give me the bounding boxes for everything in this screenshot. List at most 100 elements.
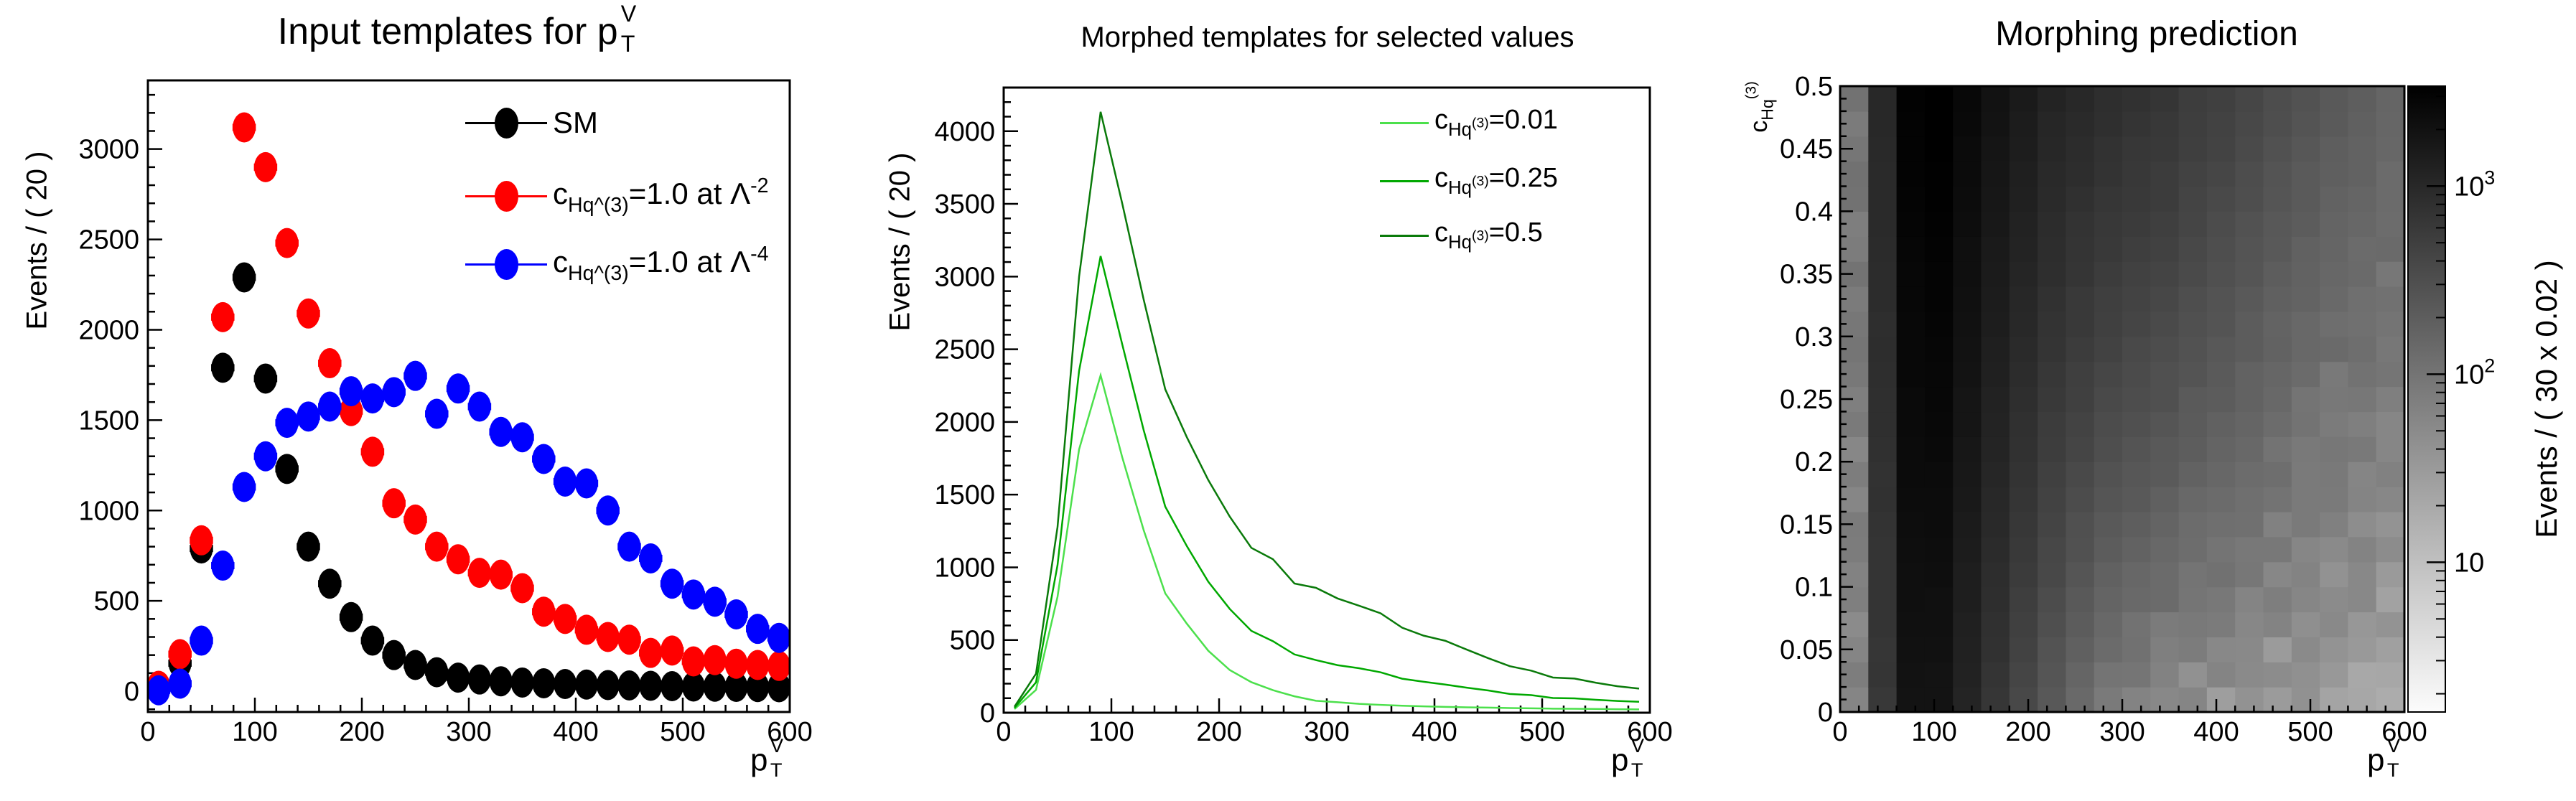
heatmap-cell: [1896, 186, 1926, 212]
panel-morphing-prediction: 0 100 200 300 400 500 600 0 0.05 0.1 0.15 0.2 0.25 0.…: [1717, 0, 2576, 801]
heatmap-cell: [2376, 637, 2405, 662]
heatmap-cell: [2291, 311, 2320, 337]
morphed-curve: [1014, 256, 1640, 709]
data-point: [639, 637, 663, 668]
y-tick-label: 2500: [934, 335, 995, 365]
heatmap-cell: [1953, 86, 1982, 112]
data-point: [425, 398, 449, 429]
heatmap-cell: [2263, 311, 2292, 337]
heatmap-cell: [1953, 336, 1982, 362]
heatmap-cell: [2178, 436, 2208, 462]
data-point: [211, 551, 235, 581]
heatmap-cell: [1981, 336, 2010, 362]
morphed-templates-plot: 0 100 200 300 400 500 600 0 500 1000 1500 2000 2500 3…: [934, 86, 1673, 747]
heatmap-cell: [1896, 462, 1926, 487]
x-tick-label: 100: [232, 717, 277, 747]
y-tick-label: 0.4: [1795, 197, 1833, 227]
heatmap-cell: [2094, 462, 2123, 487]
heatmap-cell: [2150, 236, 2180, 262]
heatmap-cell: [1868, 336, 1898, 362]
heatmap-cell: [1953, 136, 1982, 162]
heatmap-cell: [1896, 136, 1926, 162]
heatmap-cell: [2122, 161, 2151, 187]
heatmap-cell: [2122, 462, 2151, 487]
heatmap-cell: [2038, 386, 2066, 413]
heatmap-cell: [2206, 111, 2236, 137]
heatmap-cell: [2206, 161, 2236, 187]
colorbar-tick-label: 10: [2454, 548, 2484, 578]
heatmap-cell: [1953, 186, 1982, 212]
heatmap-cell: [2206, 462, 2236, 487]
data-point: [489, 666, 513, 697]
heatmap-cell: [1924, 261, 1954, 287]
heatmap-cell: [1953, 511, 1982, 538]
heatmap-cell: [2178, 336, 2208, 362]
heatmap-cell: [2009, 286, 2038, 312]
colorbar-tick-label: 102: [2454, 355, 2495, 390]
heatmap-cell: [2150, 161, 2180, 187]
heatmap-cell: [2122, 286, 2151, 312]
heatmap-cell: [1868, 236, 1898, 262]
x-tick-label: 400: [2193, 717, 2239, 747]
heatmap-cell: [2150, 586, 2180, 613]
data-point: [510, 422, 534, 453]
heatmap-cell: [2376, 586, 2405, 613]
data-point: [297, 531, 320, 562]
heatmap-cell: [2150, 261, 2180, 287]
heatmap-cell: [1896, 436, 1926, 462]
heatmap-cell: [2206, 261, 2236, 287]
heatmap-cell: [2235, 261, 2264, 287]
heatmap-cell: [2348, 136, 2377, 162]
heatmap-cell: [2320, 361, 2348, 388]
heatmap-cell: [2235, 662, 2264, 688]
heatmap-cell: [2348, 586, 2377, 613]
y-tick-label: 0: [1818, 698, 1833, 728]
legend-line-swatch: [1380, 179, 1429, 182]
heatmap-cell: [1981, 487, 2010, 512]
heatmap-cell: [2206, 136, 2236, 162]
heatmap-cell: [2235, 487, 2264, 512]
heatmap-cell: [2038, 487, 2066, 512]
data-point: [532, 444, 556, 474]
heatmap-cell: [2291, 236, 2320, 262]
legend-label: cHq^(3)=1.0 at Λ-2: [553, 174, 769, 217]
heatmap-cell: [1981, 586, 2010, 613]
heatmap-cell: [2263, 361, 2292, 388]
data-point: [403, 504, 427, 535]
heatmap-cell: [1896, 536, 1926, 563]
data-point: [447, 662, 470, 693]
data-point: [639, 670, 663, 701]
y-tick-label: 0.45: [1780, 134, 1833, 164]
heatmap-cell: [2122, 361, 2151, 388]
heatmap-cell: [2094, 136, 2123, 162]
heatmap-cell: [2206, 186, 2236, 212]
heatmap-cell: [2009, 186, 2038, 212]
heatmap-cell: [2122, 186, 2151, 212]
heatmap-cell: [1953, 462, 1982, 487]
morphing-prediction-title: Morphing prediction: [1995, 15, 2298, 53]
heatmap-cell: [1896, 86, 1926, 112]
heatmap-cell: [2320, 236, 2348, 262]
heatmap-cell: [1924, 662, 1954, 688]
heatmap-cell: [1924, 436, 1954, 462]
data-point: [275, 228, 299, 258]
data-point: [211, 352, 235, 383]
heatmap-cell: [2348, 436, 2377, 462]
data-point: [703, 645, 727, 675]
heatmap-cell: [1953, 411, 1982, 437]
heatmap-cell: [1896, 261, 1926, 287]
heatmap-cell: [2009, 86, 2038, 112]
data-point: [767, 672, 791, 703]
heatmap-cell: [2376, 211, 2405, 237]
heatmap-cell: [2178, 637, 2208, 662]
heatmap-cell: [2066, 336, 2095, 362]
legend-label: cHq^(3)=1.0 at Λ-4: [553, 243, 769, 285]
heatmap-cell: [2066, 261, 2095, 287]
data-point: [574, 614, 598, 645]
heatmap-cell: [2038, 637, 2066, 662]
heatmap-cell: [1924, 286, 1954, 312]
heatmap-cell: [2038, 86, 2066, 112]
data-point: [681, 671, 705, 702]
y-tick-label: 1000: [934, 553, 995, 583]
